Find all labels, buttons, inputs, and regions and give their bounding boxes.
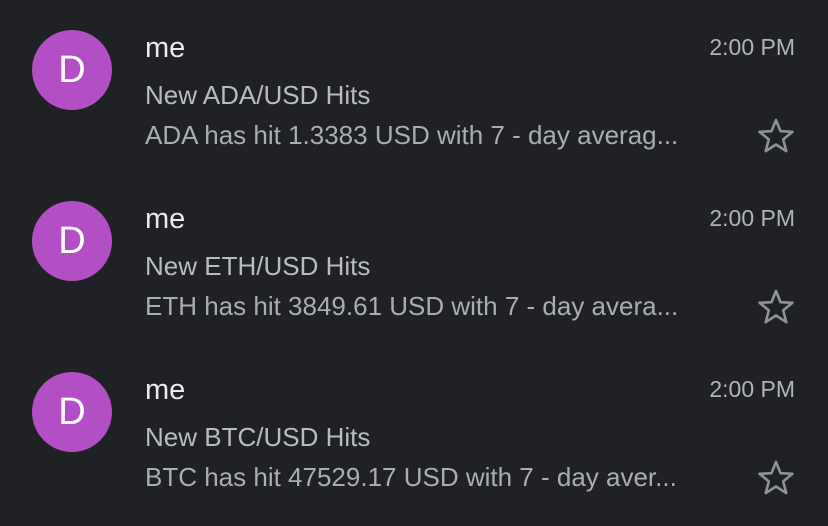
timestamp: 2:00 PM: [709, 34, 795, 60]
message-row[interactable]: D me 2:00 PM New ADA/USD Hits ADA has hi…: [0, 0, 828, 171]
snippet: ETH has hit 3849.61 USD with 7 - day ave…: [145, 291, 679, 321]
star-icon[interactable]: [756, 287, 796, 327]
star-icon[interactable]: [756, 116, 796, 156]
message-row[interactable]: D me 2:00 PM New BTC/USD Hits BTC has hi…: [0, 342, 828, 513]
sender-name: me: [145, 374, 186, 406]
sender-name: me: [145, 203, 186, 235]
snippet: BTC has hit 47529.17 USD with 7 - day av…: [145, 462, 677, 492]
sender-name: me: [145, 32, 186, 64]
avatar[interactable]: D: [32, 372, 112, 452]
subject: New ETH/USD Hits: [145, 251, 371, 281]
avatar[interactable]: D: [32, 30, 112, 110]
timestamp: 2:00 PM: [709, 205, 795, 231]
timestamp: 2:00 PM: [709, 376, 795, 402]
subject: New BTC/USD Hits: [145, 422, 371, 452]
message-row[interactable]: D me 2:00 PM New ETH/USD Hits ETH has hi…: [0, 171, 828, 342]
star-icon[interactable]: [756, 458, 796, 498]
snippet: ADA has hit 1.3383 USD with 7 - day aver…: [145, 120, 679, 150]
subject: New ADA/USD Hits: [145, 80, 371, 110]
avatar[interactable]: D: [32, 201, 112, 281]
